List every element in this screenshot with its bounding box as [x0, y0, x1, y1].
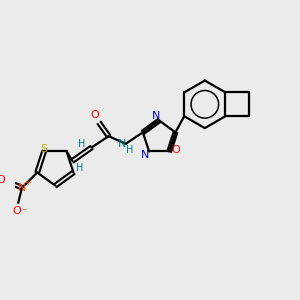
Text: S: S: [40, 144, 48, 154]
Text: O: O: [172, 145, 180, 154]
Text: +: +: [24, 178, 31, 188]
Text: N: N: [141, 150, 149, 160]
Text: N: N: [118, 139, 126, 149]
Text: N: N: [18, 183, 26, 193]
Text: O: O: [0, 175, 5, 185]
Text: ⁻: ⁻: [21, 207, 26, 218]
Text: H: H: [78, 139, 86, 149]
Text: O: O: [90, 110, 99, 120]
Text: H: H: [76, 164, 84, 173]
Text: O: O: [12, 206, 21, 217]
Text: N: N: [152, 111, 160, 121]
Text: H: H: [126, 146, 133, 155]
